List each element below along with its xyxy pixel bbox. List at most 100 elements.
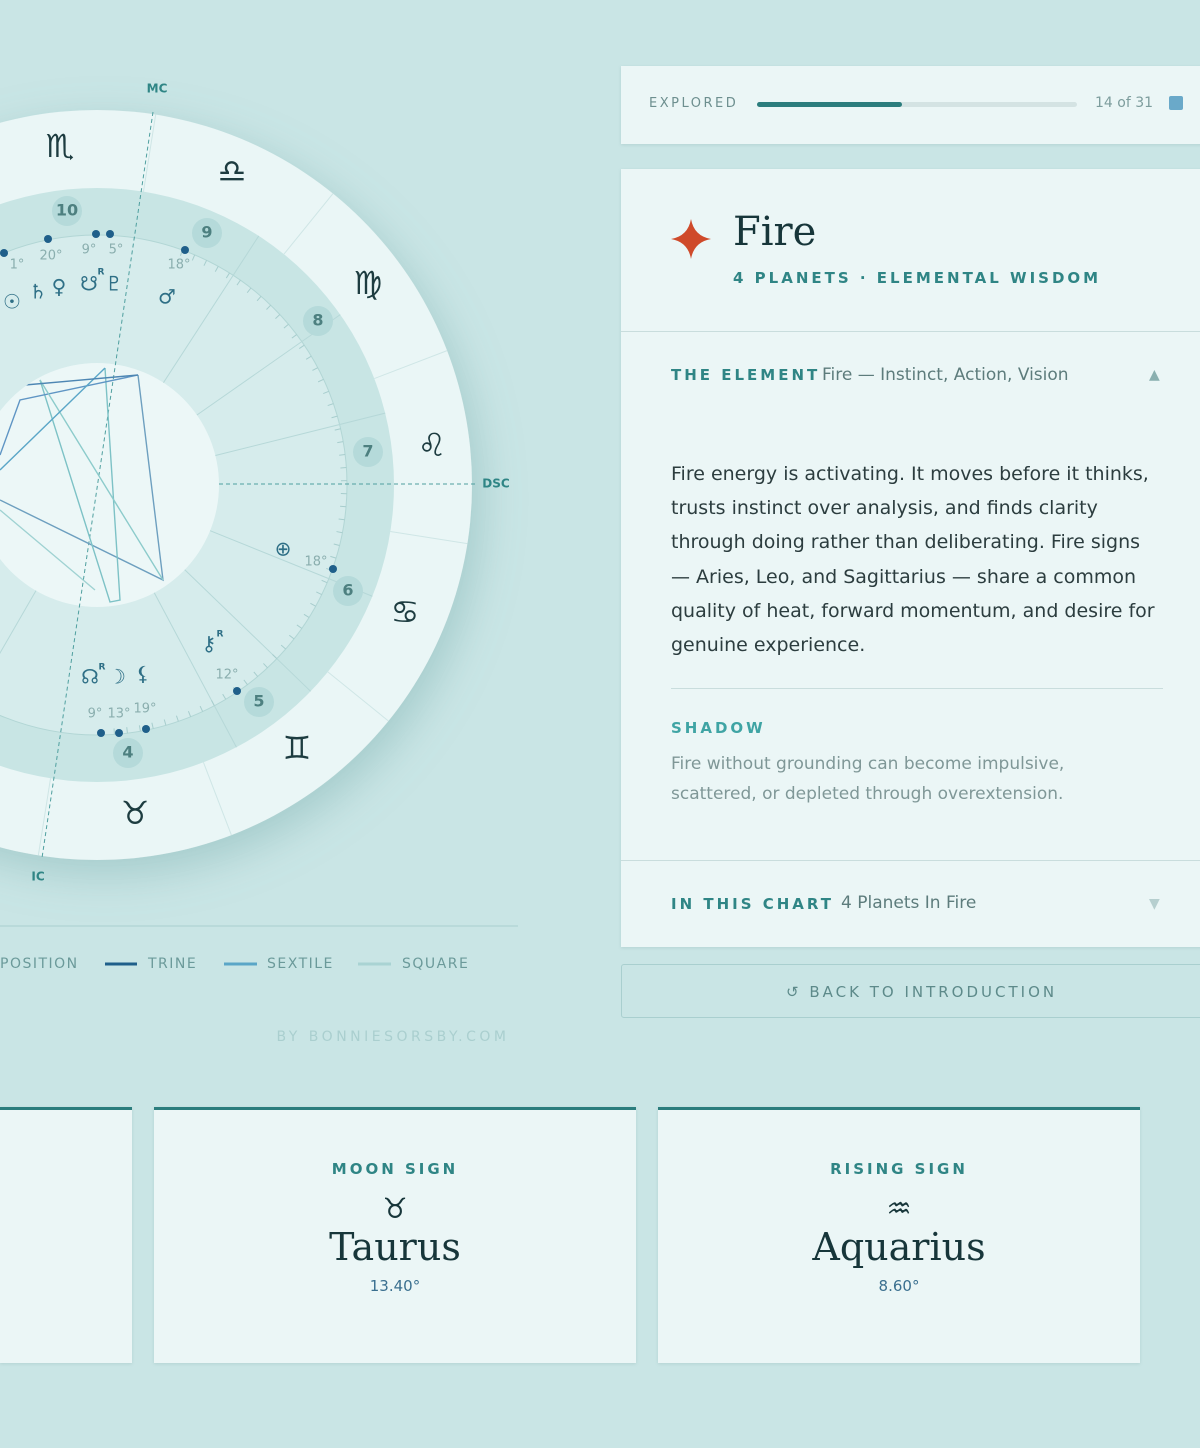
house-number: 4	[122, 743, 133, 762]
degree-label: 9°	[82, 243, 97, 258]
degree-tick	[305, 355, 312, 360]
progress-fill	[757, 102, 902, 107]
degree-tick	[138, 725, 141, 732]
house-cusp	[0, 590, 37, 655]
degree-tick	[211, 700, 215, 706]
expand-toggle[interactable]: ▼	[1149, 896, 1160, 912]
moon-card: MOON SIGN ♉ Taurus 13.40°	[154, 1107, 636, 1363]
degree-tick	[288, 634, 295, 640]
house-cusp	[184, 569, 311, 692]
planet-glyph: ⚸	[136, 662, 151, 686]
degree-tick	[303, 613, 310, 618]
button-label: ↺ BACK TO INTRODUCTION	[786, 983, 1058, 1001]
sign-glyph: ♏	[46, 127, 75, 165]
collapse-toggle[interactable]: ▲	[1149, 367, 1160, 383]
house-cusp	[163, 235, 260, 383]
degree-tick	[323, 390, 329, 395]
planet-glyph: ☉	[3, 290, 21, 314]
degree-label: 13°	[107, 707, 130, 722]
sign-glyph: ♉	[121, 794, 150, 832]
planet-glyph: ☽	[108, 665, 126, 689]
rising-card: RISING SIGN ♒ Aquarius 8.60°	[658, 1107, 1140, 1363]
degree-tick	[327, 403, 334, 407]
sign-glyph: ♊	[283, 729, 312, 767]
section-summary: Fire — Instinct, Action, Vision	[822, 365, 1069, 385]
separator	[621, 860, 1200, 861]
planet-glyph: ⚷	[202, 632, 217, 656]
house-badge	[353, 437, 383, 467]
sign-boundary	[390, 530, 468, 545]
degree-tick	[163, 719, 167, 726]
house-number: 8	[312, 311, 323, 330]
back-button[interactable]: ↺ BACK TO INTRODUCTION	[621, 964, 1200, 1018]
retrograde-mark: R	[98, 268, 105, 278]
section-label[interactable]: THE ELEMENT	[671, 366, 821, 384]
separator	[671, 688, 1163, 689]
planet-glyph: ♄	[29, 280, 47, 304]
element-title: Fire	[733, 209, 817, 255]
house-badge	[52, 196, 82, 226]
degree-tick	[263, 663, 268, 669]
degree-label: 18°	[167, 258, 190, 273]
house-number: 10	[56, 201, 78, 220]
degree-tick	[339, 454, 346, 456]
degree-label: 5°	[109, 243, 124, 258]
card-degree: 8.60°	[878, 1277, 920, 1295]
degree-tick	[175, 715, 179, 722]
degree-tick	[151, 722, 154, 729]
section-label[interactable]: IN THIS CHART	[671, 895, 835, 913]
house-badge	[192, 218, 222, 248]
house-number: 7	[362, 442, 373, 461]
degree-tick	[253, 671, 259, 677]
house-badge	[244, 687, 274, 717]
house-cusp	[153, 592, 237, 748]
sign-boundary	[283, 193, 334, 255]
card-sign: Aquarius	[812, 1225, 986, 1269]
legend-item: POSITION	[0, 956, 79, 972]
sign-glyph: ♍	[354, 264, 383, 302]
planet-glyph: ♇	[105, 272, 123, 296]
shadow-label: SHADOW	[671, 719, 766, 737]
planet-glyph: ♂	[158, 285, 176, 309]
credit: BY BONNIESORSBY.COM	[276, 1029, 509, 1045]
section-summary: 4 Planets In Fire	[841, 893, 977, 913]
degree-label: 20°	[39, 249, 62, 264]
planet-glyph: ⊕	[275, 537, 292, 561]
degree-label: 9°	[88, 707, 103, 722]
progress-track	[757, 102, 1077, 107]
aspect-lines	[0, 367, 164, 603]
sign-glyph: ♋	[391, 593, 420, 631]
degree-tick	[317, 378, 324, 383]
element-subtitle: 4 PLANETS · ELEMENTAL WISDOM	[733, 269, 1102, 287]
sign-boundary	[374, 350, 448, 380]
house-badge	[113, 738, 143, 768]
legend: POSITION TRINE SEXTILE SQUARE	[0, 956, 468, 972]
card-label: RISING SIGN	[830, 1160, 968, 1178]
degree-tick	[203, 260, 208, 266]
sign-glyph: ♌	[418, 426, 447, 464]
sign-boundary	[142, 114, 157, 192]
degree-tick	[299, 344, 305, 349]
section-body: Fire energy is activating. It moves befo…	[671, 463, 1155, 657]
degree-tick	[126, 727, 128, 734]
shadow-text: Fire without grounding can become impuls…	[671, 754, 1065, 804]
planet-glyph: ☋	[80, 272, 98, 296]
sign-boundary	[327, 671, 389, 722]
degree-label: 1°	[10, 258, 25, 273]
open-icon[interactable]	[1169, 96, 1183, 110]
degree-tick	[330, 555, 337, 559]
card-label: MOON SIGN	[331, 1160, 459, 1178]
degree-tick	[331, 415, 338, 419]
degree-tick	[283, 323, 289, 329]
element-card: Fire 4 PLANETS · ELEMENTAL WISDOM THE EL…	[621, 169, 1200, 947]
degree-tick	[340, 505, 347, 508]
angle-label: MC	[147, 82, 168, 96]
degree-tick	[333, 543, 340, 546]
degree-tick	[243, 679, 248, 685]
degree-tick	[272, 654, 278, 660]
degree-tick	[280, 644, 287, 650]
degree-tick	[236, 279, 241, 286]
degree-tick	[222, 693, 227, 700]
card-degree: 13.40°	[369, 1277, 421, 1295]
